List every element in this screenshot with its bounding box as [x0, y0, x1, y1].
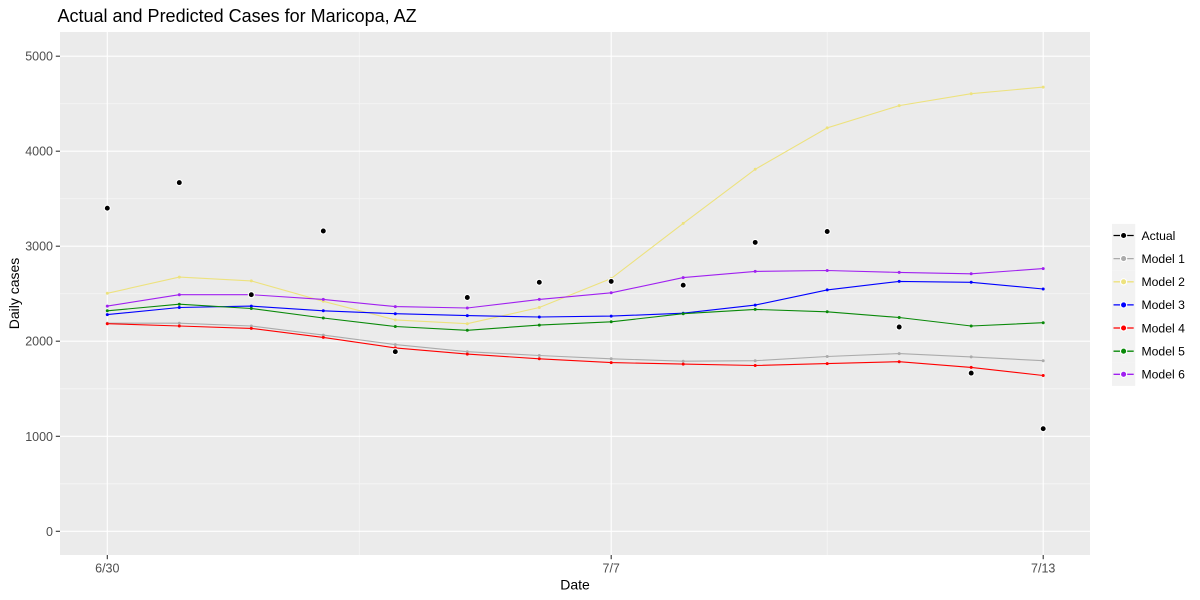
svg-text:3000: 3000	[25, 240, 53, 254]
svg-text:2000: 2000	[25, 335, 53, 349]
svg-text:5000: 5000	[25, 50, 53, 64]
svg-text:Model 5: Model 5	[1142, 345, 1186, 359]
svg-text:Model 2: Model 2	[1142, 275, 1186, 289]
svg-text:6/30: 6/30	[95, 562, 119, 576]
svg-text:Actual: Actual	[1142, 229, 1176, 243]
svg-text:1000: 1000	[25, 430, 53, 444]
svg-text:Model 1: Model 1	[1142, 252, 1186, 266]
svg-text:Daily cases: Daily cases	[6, 258, 22, 330]
svg-text:Model 6: Model 6	[1142, 368, 1186, 382]
svg-text:Model 3: Model 3	[1142, 298, 1186, 312]
svg-text:Date: Date	[560, 577, 590, 593]
svg-text:4000: 4000	[25, 145, 53, 159]
svg-text:Model 4: Model 4	[1142, 321, 1186, 335]
svg-text:7/13: 7/13	[1031, 562, 1055, 576]
svg-text:Actual and Predicted Cases for: Actual and Predicted Cases for Maricopa,…	[58, 6, 417, 26]
svg-text:7/7: 7/7	[603, 562, 620, 576]
svg-text:0: 0	[46, 525, 53, 539]
